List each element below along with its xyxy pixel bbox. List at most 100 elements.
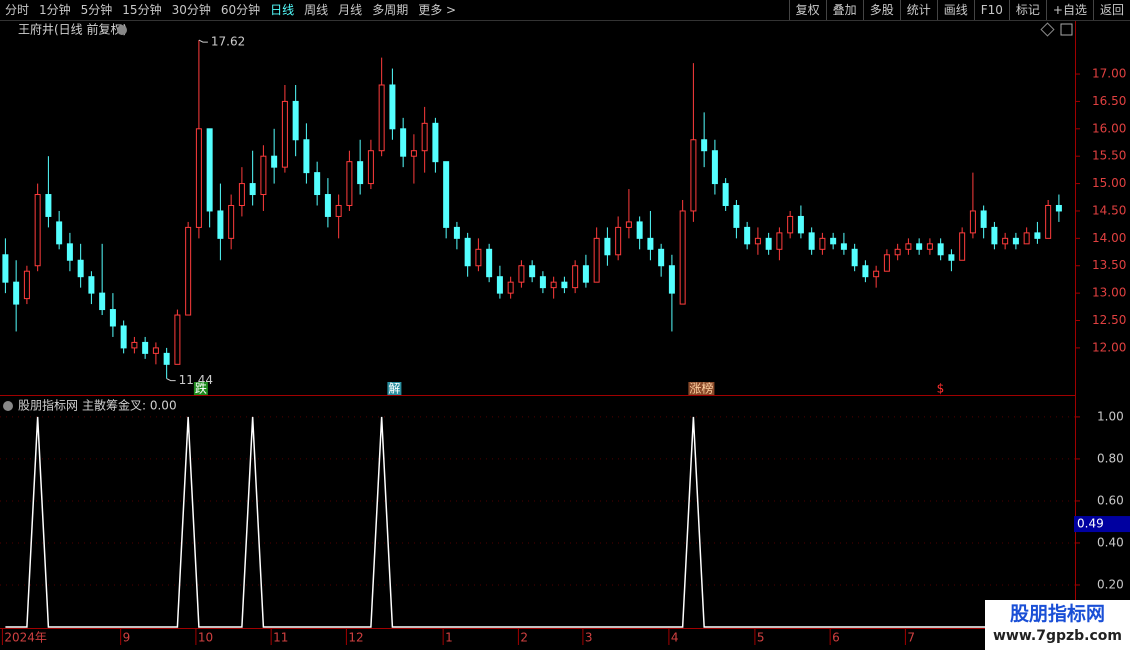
signal-bg xyxy=(387,382,402,395)
pointer xyxy=(166,378,176,382)
period-tab[interactable]: 5分钟 xyxy=(80,3,113,17)
candle-body xyxy=(937,243,944,256)
candle-body xyxy=(862,265,869,278)
candle-body xyxy=(679,210,686,305)
candle-body xyxy=(228,204,235,239)
candle-body xyxy=(808,232,815,250)
x-tick-label: 2024年 xyxy=(4,631,47,645)
candle-body xyxy=(787,215,794,234)
candle-body xyxy=(1045,204,1052,239)
signal-label: 涨榜 xyxy=(689,381,713,396)
candle-body xyxy=(980,210,987,228)
candle-body xyxy=(926,243,933,250)
x-tick-label: 5 xyxy=(757,631,765,645)
watermark-url: www.7gpzb.com xyxy=(992,628,1122,644)
tool-button[interactable]: 画线 xyxy=(936,0,974,20)
candle-body xyxy=(238,183,245,206)
candle-body xyxy=(1034,232,1041,239)
y-tick-label: 0.80 xyxy=(1097,451,1124,465)
candle-body xyxy=(453,226,460,239)
y-tick-label: 15.50 xyxy=(1092,149,1126,163)
candle-body xyxy=(883,254,890,272)
candle-body xyxy=(281,100,288,168)
candle-body xyxy=(991,226,998,245)
candle-body xyxy=(819,237,826,250)
x-tick-label: 10 xyxy=(198,631,213,645)
tool-button[interactable]: 返回 xyxy=(1092,0,1130,20)
icon[interactable] xyxy=(1040,22,1055,37)
period-tab[interactable]: 1分钟 xyxy=(39,3,71,17)
period-tab[interactable]: 日线 xyxy=(270,3,295,17)
candle-body xyxy=(765,237,772,250)
tool-button[interactable]: F10 xyxy=(973,0,1009,20)
period-tab[interactable]: 更多 > xyxy=(418,3,457,17)
candle-body xyxy=(443,161,450,228)
tool-button[interactable]: 复权 xyxy=(788,0,826,20)
cursor-box xyxy=(1074,516,1130,533)
tool-button[interactable]: 统计 xyxy=(899,0,937,20)
candle-body xyxy=(905,243,912,250)
x-tick-label: 2 xyxy=(520,631,528,645)
candle-body xyxy=(400,128,407,157)
x-tick-label: 6 xyxy=(832,631,840,645)
candle-body xyxy=(593,237,600,283)
candle-body xyxy=(303,139,310,174)
candle-body xyxy=(851,248,858,267)
candle-body xyxy=(948,254,955,261)
icon[interactable] xyxy=(1060,23,1073,36)
tool-buttons: 复权 叠加 多股 统计 画线 F10 标记 +自选 返回 xyxy=(788,0,1130,20)
candle-body xyxy=(658,248,665,267)
candle-body xyxy=(894,248,901,256)
y-tick-label: 16.50 xyxy=(1092,94,1126,108)
period-tab[interactable]: 多周期 xyxy=(372,3,409,17)
candle-body xyxy=(410,150,417,157)
period-tab[interactable]: 15分钟 xyxy=(122,3,162,17)
candle-body xyxy=(389,84,396,130)
candle-body xyxy=(432,122,439,163)
candle-body xyxy=(163,352,170,365)
period-tab[interactable]: 周线 xyxy=(304,3,329,17)
candle-body xyxy=(636,221,643,239)
candle-body xyxy=(529,265,536,278)
y-tick-label: 1.00 xyxy=(1097,409,1124,423)
period-tab[interactable]: 分时 xyxy=(5,3,30,17)
cursor-label: 0.49 xyxy=(1077,517,1104,531)
candle-body xyxy=(23,270,30,300)
candle-body xyxy=(733,204,740,228)
candle-body xyxy=(206,128,213,212)
tool-button[interactable]: +自选 xyxy=(1045,0,1093,20)
menu-icon[interactable] xyxy=(3,401,13,411)
tool-button[interactable]: 标记 xyxy=(1008,0,1046,20)
x-tick-label: 12 xyxy=(348,631,363,645)
candle-body xyxy=(475,248,482,267)
period-tab[interactable]: 月线 xyxy=(338,3,363,17)
y-tick-label: 17.00 xyxy=(1092,67,1126,81)
candle-body xyxy=(109,309,116,327)
menu-icon[interactable] xyxy=(117,25,127,35)
candle-body xyxy=(690,139,697,212)
y-tick-label: 15.00 xyxy=(1092,176,1126,190)
candle-body xyxy=(56,221,63,245)
candle-body xyxy=(1002,237,1009,245)
candle-body xyxy=(464,237,471,267)
candle-body xyxy=(797,215,804,234)
candle-body xyxy=(754,237,761,245)
period-tab[interactable]: 60分钟 xyxy=(220,3,261,17)
y-tick-label: 12.50 xyxy=(1092,313,1126,327)
candle-body xyxy=(1012,237,1019,245)
period-tab[interactable]: 30分钟 xyxy=(171,3,211,17)
chart-title: 王府井(日线 前复权) xyxy=(18,22,127,37)
tool-button[interactable]: 叠加 xyxy=(825,0,863,20)
toolbar: 分时 1分钟 5分钟 15分钟 30分钟 60分钟 日线 周线 月线 多周期 更多 > 复权 叠加 多股… xyxy=(0,0,1130,21)
candle-body xyxy=(34,194,41,267)
candle-body xyxy=(776,232,783,250)
candle-body xyxy=(873,270,880,278)
max-label: 17.62 xyxy=(211,35,245,49)
x-tick-label: 1 xyxy=(445,631,453,645)
tool-button[interactable]: 多股 xyxy=(862,0,900,20)
candle-body xyxy=(324,194,331,217)
candle-body xyxy=(668,265,675,294)
candle-body xyxy=(722,183,729,206)
candle-body xyxy=(346,161,353,206)
